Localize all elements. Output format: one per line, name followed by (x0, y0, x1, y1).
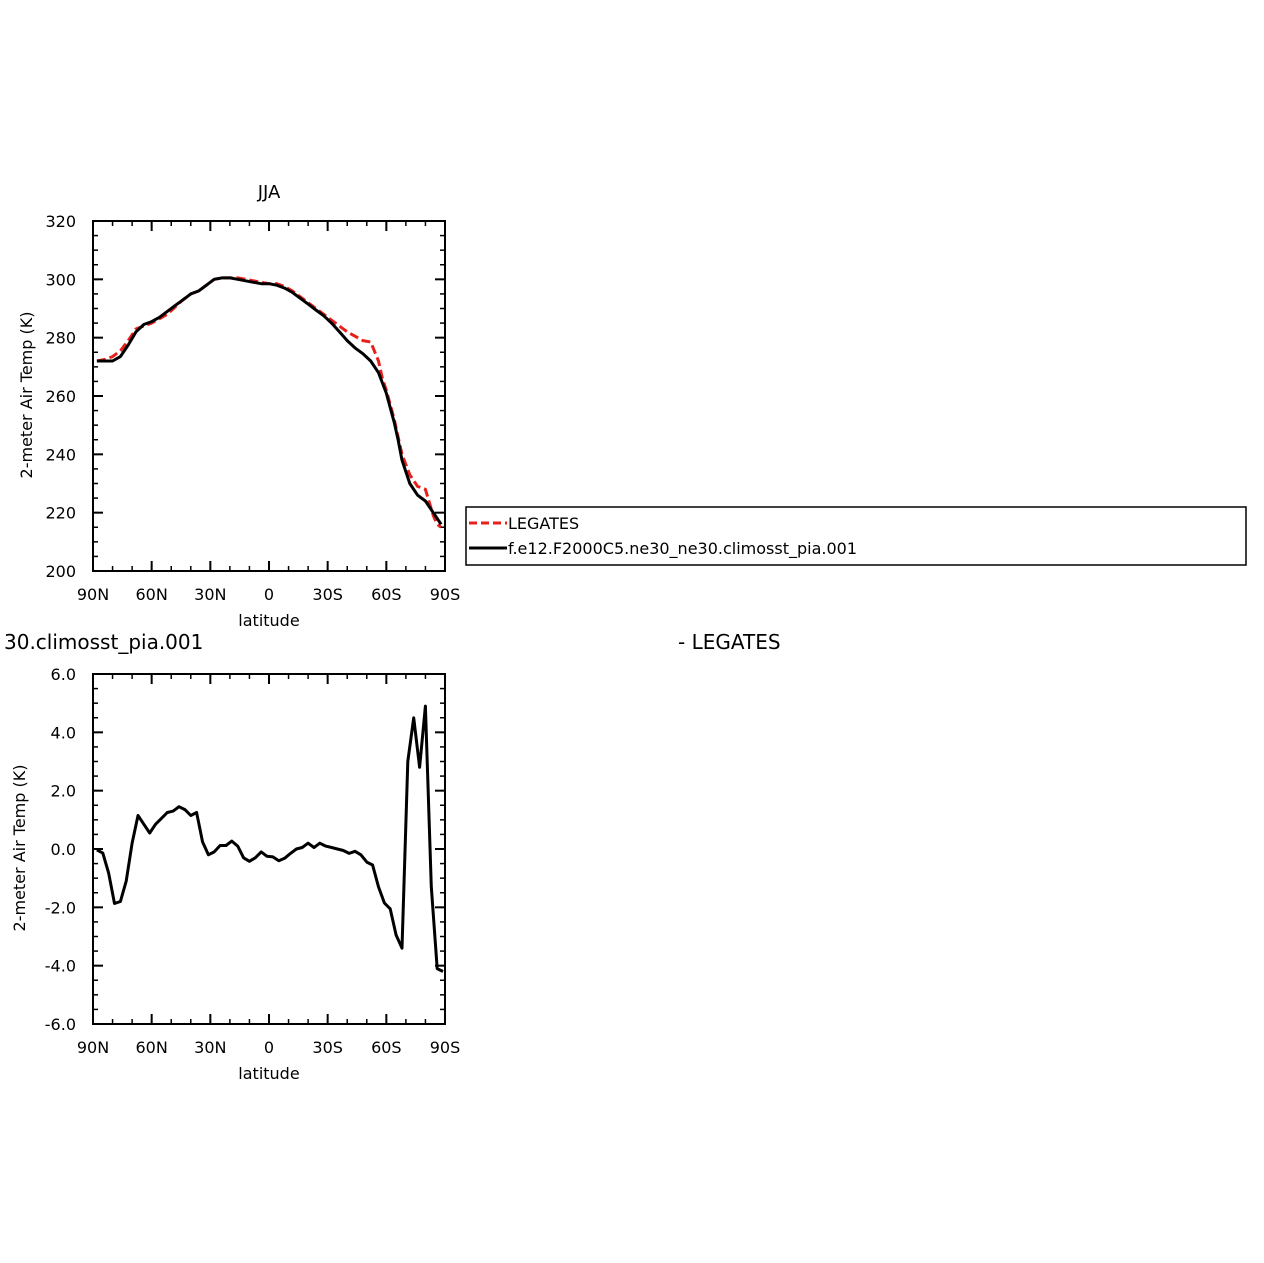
bottom-plot-frame (92, 673, 446, 1025)
top-series-line-1 (96, 276, 443, 526)
legend: LEGATES f.e12.F2000C5.ne30_ne30.climosst… (465, 506, 1247, 566)
bottom-x-tick-label: 0 (264, 1038, 274, 1057)
bottom-y-tick-label: 2.0 (51, 782, 76, 801)
top-x-tick-label: 60S (371, 585, 402, 604)
legend-label-model: f.e12.F2000C5.ne30_ne30.climosst_pia.001 (508, 539, 857, 559)
bottom-x-tick-label: 90S (430, 1038, 461, 1057)
legend-box (465, 506, 1247, 566)
top-chart-title: JJA (257, 182, 281, 203)
bottom-chart-subtitle: - LEGATES (678, 630, 781, 654)
top-y-tick-label: 240 (45, 445, 76, 464)
bottom-x-tick-label: 30N (194, 1038, 226, 1057)
bottom-series-lines (96, 704, 444, 973)
bottom-y-tick-label: -2.0 (45, 898, 76, 917)
bottom-chart-title: 30.climosst_pia.001 (4, 630, 203, 654)
top-x-tick-label: 30S (312, 585, 343, 604)
legend-label-legates: LEGATES (508, 514, 579, 533)
top-axis-ticks: 90N 60N 30N 0 30S 60S 90S 200 220 240 260 280 300 320 (45, 212, 460, 604)
top-y-tick-label: 220 (45, 504, 76, 523)
top-y-tick-label: 200 (45, 562, 76, 581)
bottom-x-tick-label: 90N (77, 1038, 109, 1057)
top-x-axis-label: latitude (238, 611, 299, 630)
bottom-series-line-0 (96, 704, 444, 973)
top-x-tick-label: 30N (194, 585, 226, 604)
bottom-axis-ticks: 90N 60N 30N 0 30S 60S 90S -6.0 -4.0 -2.0 0.0 2.0 4.0… (45, 665, 460, 1057)
bottom-x-tick-label: 30S (312, 1038, 343, 1057)
bottom-y-tick-label: 0.0 (51, 840, 76, 859)
top-x-tick-label: 90N (77, 585, 109, 604)
bottom-y-tick-label: -6.0 (45, 1015, 76, 1034)
bottom-y-tick-label: 6.0 (51, 665, 76, 684)
top-panel: JJA 2-meter Air Temp (K) latitude 90N 60N… (17, 182, 460, 630)
top-x-tick-label: 60N (136, 585, 168, 604)
bottom-x-tick-label: 60N (136, 1038, 168, 1057)
bottom-y-axis-label: 2-meter Air Temp (K) (10, 765, 29, 932)
bottom-y-tick-label: 4.0 (51, 723, 76, 742)
bottom-panel: 30.climosst_pia.001 - LEGATES 2-meter Ai… (4, 630, 781, 1083)
top-x-tick-label: 90S (430, 585, 461, 604)
top-y-tick-label: 260 (45, 387, 76, 406)
top-y-tick-label: 300 (45, 270, 76, 289)
top-y-tick-label: 320 (45, 212, 76, 231)
top-plot-frame (92, 220, 446, 572)
bottom-x-tick-label: 60S (371, 1038, 402, 1057)
top-x-tick-label: 0 (264, 585, 274, 604)
bottom-x-axis-label: latitude (238, 1064, 299, 1083)
top-y-axis-label: 2-meter Air Temp (K) (17, 312, 36, 479)
top-y-tick-label: 280 (45, 329, 76, 348)
bottom-y-tick-label: -4.0 (45, 957, 76, 976)
top-series-lines (96, 276, 443, 529)
